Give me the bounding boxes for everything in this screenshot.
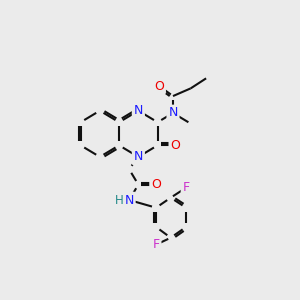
Text: F: F [182, 181, 190, 194]
Text: N: N [134, 150, 143, 164]
Text: H: H [115, 194, 124, 206]
Text: N: N [134, 104, 143, 117]
Text: N: N [168, 106, 178, 119]
Text: N: N [124, 194, 134, 206]
Text: F: F [152, 238, 160, 251]
Text: O: O [170, 139, 180, 152]
Text: O: O [154, 80, 164, 92]
Text: O: O [151, 178, 161, 191]
